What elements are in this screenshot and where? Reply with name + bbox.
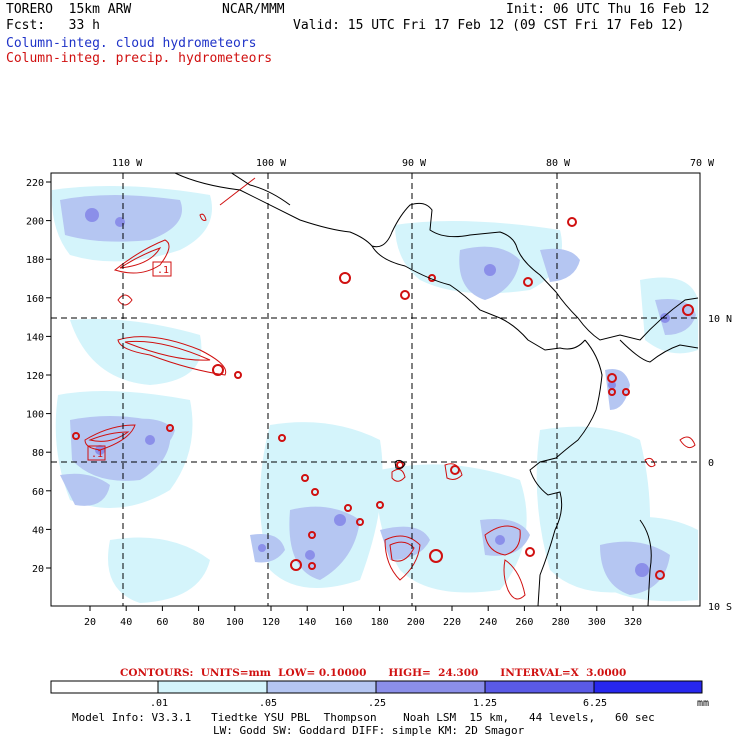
x-axis-ticks: 20 40 60 80 100 120 140 160 180 200 220 240 260 280 30… [84, 606, 642, 628]
valid-time: Valid: 15 UTC Fri 17 Feb 12 (09 CST Fri … [293, 18, 685, 33]
contour-label: .1 [157, 265, 169, 276]
lon-label: 70 W [690, 158, 715, 169]
y-tick-label: 140 [26, 332, 44, 343]
x-tick-label: 20 [84, 617, 96, 628]
y-tick-label: 40 [32, 525, 44, 536]
lat-label: 0 [708, 458, 714, 469]
y-tick-label: 160 [26, 294, 44, 305]
y-axis-ticks: 220 200 180 160 140 120 100 80 60 40 20 [26, 178, 51, 575]
y-tick-label: 120 [26, 371, 44, 382]
y-tick-label: 80 [32, 448, 44, 459]
x-tick-label: 100 [226, 617, 244, 628]
colorbar-unit: mm [697, 698, 709, 709]
contours-low: LOW= 0.10000 [278, 667, 367, 679]
lon-label: 90 W [402, 158, 427, 169]
colorbar-bin [266, 680, 377, 694]
colorbar-label: 6.25 [583, 698, 607, 709]
lon-labels: 110 W 100 W 90 W 80 W 70 W [112, 158, 715, 169]
contours-label: CONTOURS: [120, 667, 194, 679]
contour-label: .1 [91, 449, 103, 460]
x-tick-label: 200 [407, 617, 425, 628]
x-tick-label: 220 [443, 617, 461, 628]
lon-label: 100 W [256, 158, 287, 169]
cloud-field-title: Column-integ. cloud hydrometeors [6, 36, 257, 51]
y-tick-label: 60 [32, 487, 44, 498]
colorbar-label: 1.25 [473, 698, 497, 709]
y-tick-label: 100 [26, 410, 44, 421]
contours-high: HIGH= 24.300 [388, 667, 479, 679]
colorbar-bin [157, 680, 268, 694]
forecast-hour: Fcst: 33 h [6, 18, 100, 33]
map-frame [50, 172, 701, 607]
y-tick-label: 200 [26, 217, 44, 228]
model-title: TORERO 15km ARW [6, 2, 132, 17]
y-tick-label: 180 [26, 255, 44, 266]
lat-label: 10 S [708, 602, 732, 613]
x-tick-label: 300 [588, 617, 606, 628]
lat-lon-grid [51, 173, 700, 606]
x-tick-label: 80 [193, 617, 205, 628]
precip-hydrometeor-contours [84, 177, 696, 600]
colorbar-label: .05 [259, 698, 277, 709]
y-tick-label: 20 [32, 564, 44, 575]
model-info-line2: LW: Godd SW: Goddard DIFF: simple KM: 2D… [213, 724, 525, 737]
lon-label: 110 W [112, 158, 143, 169]
contours-interval: INTERVAL=X 3.0000 [500, 667, 627, 679]
colorbar-label: .25 [368, 698, 386, 709]
contours-units: UNITS=mm [200, 667, 271, 679]
contour-label-boxes [87, 261, 172, 461]
colorbar-bin [375, 680, 486, 694]
x-tick-label: 180 [371, 617, 389, 628]
lat-label: 10 N [708, 314, 732, 325]
x-tick-label: 40 [120, 617, 132, 628]
contours-info: CONTOURS: UNITS=mm LOW= 0.10000 HIGH= 24… [120, 667, 626, 679]
colorbar-bin [484, 680, 595, 694]
org-label: NCAR/MMM [222, 2, 285, 17]
x-tick-label: 140 [298, 617, 316, 628]
precip-field-title: Column-integ. precip. hydrometeors [6, 51, 273, 66]
y-tick-label: 220 [26, 178, 44, 189]
x-tick-label: 320 [624, 617, 642, 628]
colorbar: .01 .05 .25 1.25 6.25 mm [50, 680, 709, 709]
lon-label: 80 W [546, 158, 571, 169]
x-tick-label: 60 [156, 617, 168, 628]
x-tick-label: 160 [334, 617, 352, 628]
x-tick-label: 260 [515, 617, 533, 628]
colorbar-label: .01 [150, 698, 168, 709]
init-time: Init: 06 UTC Thu 16 Feb 12 [506, 2, 710, 17]
cloud-hydrometeor-shading [51, 186, 698, 603]
colorbar-bin [593, 680, 703, 694]
x-tick-label: 120 [262, 617, 280, 628]
lat-labels: 10 N 0 10 S [708, 314, 732, 613]
coastline [174, 173, 699, 606]
precip-contour-cores [72, 217, 694, 580]
x-tick-label: 280 [552, 617, 570, 628]
model-info-line1: Model Info: V3.3.1 Tiedtke YSU PBL Thomp… [72, 711, 655, 724]
x-tick-label: 240 [479, 617, 497, 628]
colorbar-bin [50, 680, 159, 694]
